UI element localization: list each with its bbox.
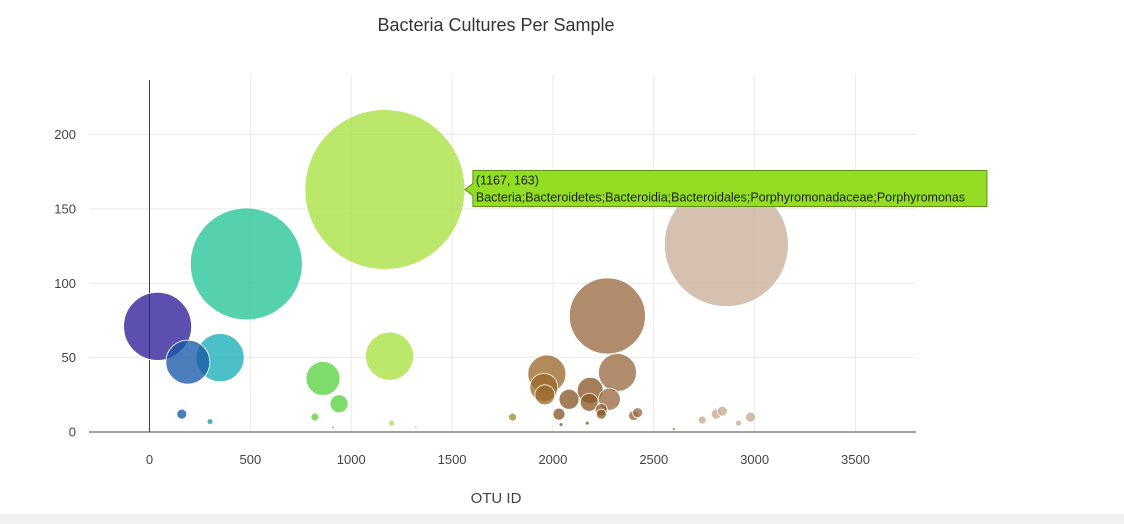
- tooltip-taxonomy: Bacteria;Bacteroidetes;Bacteroidia;Bacte…: [476, 191, 965, 205]
- bubble-point[interactable]: [595, 408, 607, 420]
- x-tick-label: 0: [146, 452, 153, 467]
- bubble-point[interactable]: [388, 419, 395, 427]
- bubble-point[interactable]: [632, 407, 644, 419]
- bubble-point[interactable]: [672, 427, 676, 431]
- bubble-point[interactable]: [508, 412, 517, 422]
- bubble-point[interactable]: [552, 407, 566, 421]
- bubble-point[interactable]: [305, 361, 341, 396]
- bubbles: [123, 109, 789, 431]
- bottom-bar: [0, 514, 1124, 524]
- tick-labels: 0 500 1000 1500 2000 2500 3000 3500 0 50 100 150 200: [54, 127, 870, 467]
- bubble-point[interactable]: [123, 291, 192, 361]
- bubble-point[interactable]: [413, 425, 418, 430]
- bubble-point[interactable]: [735, 419, 742, 427]
- tooltip-coordinates: (1167, 163): [476, 174, 539, 188]
- y-tick-label: 100: [54, 276, 76, 291]
- bubble-point[interactable]: [534, 384, 556, 406]
- y-tick-label: 200: [54, 127, 76, 142]
- bubble-point[interactable]: [331, 425, 335, 430]
- x-axis-title: OTU ID: [471, 490, 522, 507]
- x-tick-label: 3500: [841, 452, 870, 467]
- bubble-point[interactable]: [558, 422, 564, 427]
- bubble-point[interactable]: [716, 405, 728, 417]
- x-tick-label: 3000: [740, 452, 769, 467]
- bubble-point[interactable]: [206, 418, 214, 425]
- bubble-point[interactable]: [165, 339, 211, 385]
- x-tick-label: 1500: [438, 452, 467, 467]
- x-tick-label: 2000: [538, 452, 567, 467]
- hover-tooltip: (1167, 163) Bacteria;Bacteroidetes;Bacter…: [464, 170, 988, 208]
- bubble-point[interactable]: [584, 420, 590, 426]
- bubble-point[interactable]: [365, 331, 414, 381]
- chart-title: Bacteria Cultures Per Sample: [377, 15, 614, 35]
- bubble-point[interactable]: [598, 353, 637, 392]
- x-tick-label: 1000: [337, 452, 366, 467]
- bubble-point[interactable]: [329, 394, 349, 414]
- bubble-point[interactable]: [189, 207, 303, 321]
- bubble-point[interactable]: [558, 388, 580, 410]
- y-tick-label: 0: [69, 425, 76, 440]
- bubble-point[interactable]: [579, 392, 599, 412]
- bubble-point[interactable]: [310, 412, 320, 422]
- y-tick-label: 150: [54, 201, 76, 216]
- bubble-point[interactable]: [304, 109, 466, 270]
- x-tick-label: 500: [240, 452, 262, 467]
- bubble-point[interactable]: [568, 277, 646, 355]
- bubble-point[interactable]: [176, 408, 188, 420]
- y-tick-label: 50: [62, 350, 76, 365]
- bubble-point[interactable]: [697, 415, 707, 425]
- x-tick-label: 2500: [639, 452, 668, 467]
- bubble-point[interactable]: [745, 411, 756, 423]
- tooltip-box: [464, 170, 988, 208]
- axes: [89, 80, 916, 433]
